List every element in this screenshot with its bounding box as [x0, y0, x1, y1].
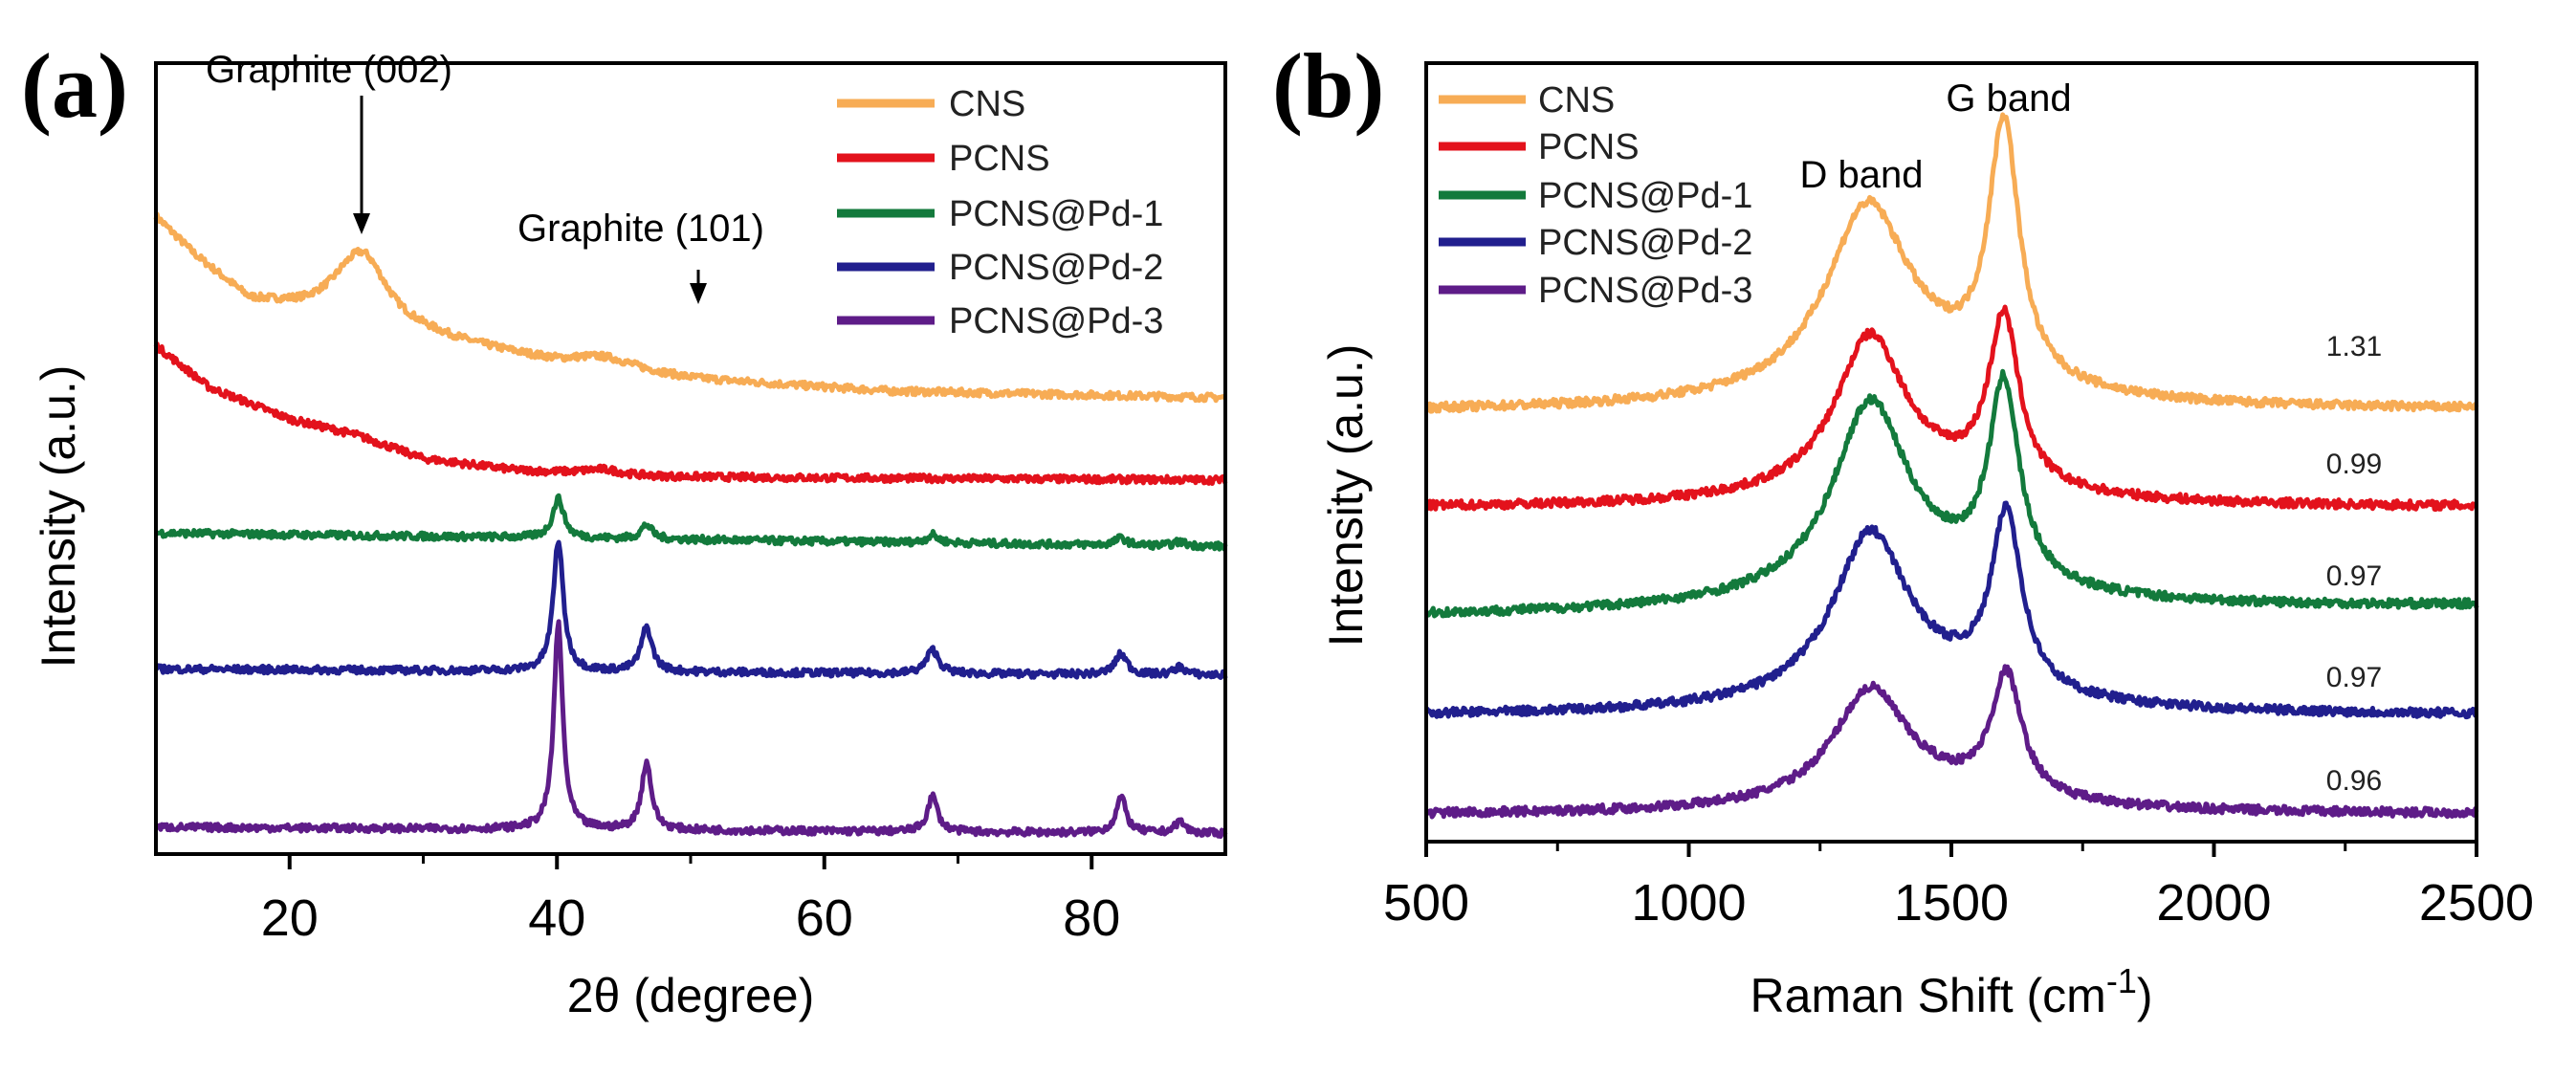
- x-tick-label: 80: [1063, 889, 1120, 947]
- peak-annotation: Graphite (002): [206, 49, 452, 91]
- series-line-pcns-pd-2: [154, 539, 1228, 680]
- series-line-cns: [1424, 112, 2479, 414]
- annotation-arrow-head-icon: [690, 283, 707, 304]
- series-line-pcns-pd-1: [1424, 368, 2479, 619]
- series-line-pcns-pd-3: [154, 619, 1228, 840]
- xrd-panel: (a) CNS PCNS PCNS@Pd-1 PCNS@Pd-2 PCNS@Pd-3 20 4…: [21, 34, 1228, 1022]
- series-line-pcns: [1423, 304, 2478, 513]
- x-tick-label: 1500: [1894, 874, 2009, 932]
- x-axis-title: 2θ (degree): [567, 969, 815, 1022]
- series-line-pcns: [153, 341, 1228, 486]
- legend-label: PCNS@Pd-2: [1538, 223, 1752, 263]
- peak-annotation: D band: [1800, 154, 1924, 196]
- series-line-pcns-pd-2: [1424, 500, 2478, 720]
- x-axis-title-end: ): [2137, 969, 2153, 1022]
- series-line-pcns-pd-3: [1424, 664, 2479, 820]
- legend-label: CNS: [1538, 80, 1615, 121]
- id-ig-ratio-label: 0.96: [2326, 765, 2382, 797]
- x-tick-label: 40: [528, 889, 585, 947]
- legend-label: PCNS: [1538, 127, 1640, 167]
- y-axis-title: Intensity (a.u.): [1319, 344, 1373, 647]
- y-axis-title: Intensity (a.u.): [32, 365, 85, 669]
- x-tick-label: 20: [261, 889, 319, 947]
- id-ig-ratio-label: 0.99: [2326, 449, 2382, 480]
- x-axis-title: Raman Shift (cm-1): [1750, 961, 2153, 1022]
- series-line-cns: [153, 211, 1227, 404]
- id-ig-ratio-label: 1.31: [2326, 331, 2382, 362]
- x-axis-title-superscript: -1: [2106, 961, 2137, 1000]
- legend-label: CNS: [949, 84, 1025, 124]
- id-ig-ratio-label: 0.97: [2326, 662, 2382, 693]
- legend-label: PCNS: [949, 139, 1050, 179]
- legend-label: PCNS@Pd-1: [949, 194, 1163, 234]
- x-axis-title-text: Raman Shift (cm: [1750, 969, 2106, 1022]
- legend-label: PCNS@Pd-1: [1538, 176, 1752, 216]
- panel-label: (a): [21, 34, 128, 137]
- annotation-arrow-head-icon: [353, 213, 370, 234]
- x-tick-label: 500: [1383, 874, 1469, 932]
- x-tick-label: 1000: [1631, 874, 1746, 932]
- raman-panel: (b) CNS 1.31 PCNS 0.99 PCNS@Pd-1 0.97 PCNS@Pd-2…: [1272, 34, 2534, 1022]
- x-axis-title-text: 2θ (degree): [567, 969, 815, 1022]
- x-tick-label: 60: [796, 889, 853, 947]
- legend-label: PCNS@Pd-3: [949, 301, 1163, 341]
- x-tick-label: 2500: [2419, 874, 2534, 932]
- panel-label: (b): [1272, 34, 1384, 137]
- series-line-pcns-pd-1: [154, 493, 1228, 552]
- x-tick-label: 2000: [2156, 874, 2271, 932]
- peak-annotation: Graphite (101): [517, 208, 764, 250]
- legend-label: PCNS@Pd-2: [949, 248, 1163, 288]
- id-ig-ratio-label: 0.97: [2326, 560, 2382, 592]
- legend-label: PCNS@Pd-3: [1538, 271, 1752, 311]
- peak-annotation: G band: [1946, 77, 2071, 120]
